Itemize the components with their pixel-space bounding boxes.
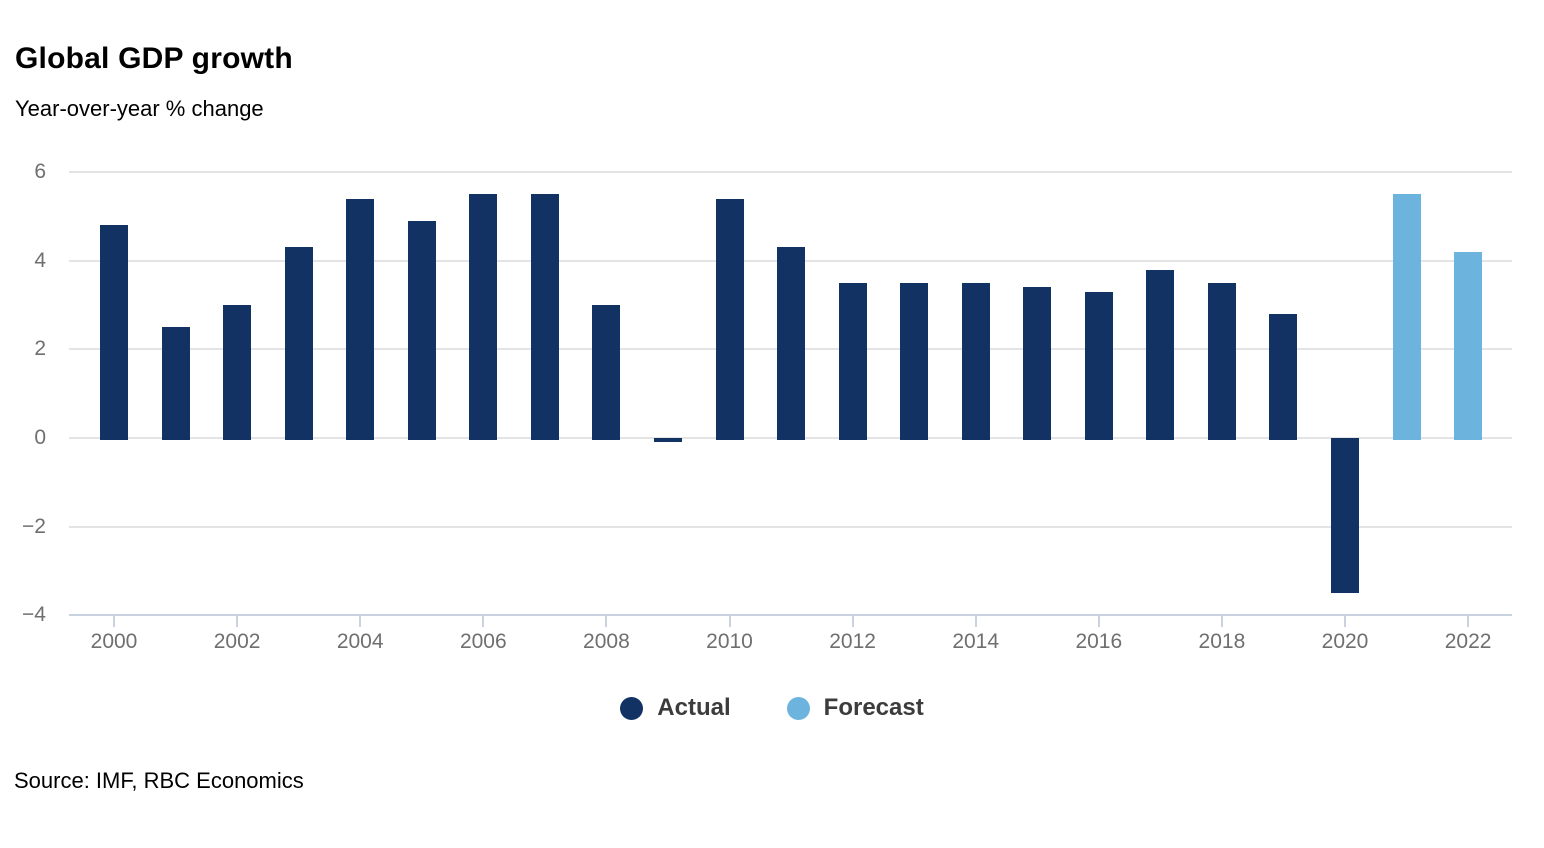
x-axis-tick — [1467, 616, 1470, 627]
bar-2013 — [900, 282, 929, 440]
bar-2016 — [1084, 291, 1113, 440]
bar-2018 — [1207, 282, 1236, 440]
source-note: Source: IMF, RBC Economics — [14, 768, 304, 793]
legend: Actual Forecast — [0, 694, 1544, 722]
x-axis-tick — [359, 616, 362, 627]
bar-2007 — [530, 194, 559, 440]
x-axis-label: 2006 — [459, 630, 507, 653]
legend-label-actual: Actual — [657, 694, 731, 721]
x-axis-label: 2020 — [1321, 630, 1369, 653]
bar-2001 — [161, 327, 190, 440]
bar-2006 — [469, 194, 498, 440]
x-axis-label: 2012 — [829, 630, 876, 653]
x-axis-label: 2014 — [952, 630, 1000, 653]
bar-2021 — [1392, 194, 1421, 440]
legend-swatch-actual-icon — [620, 696, 644, 720]
x-axis-label: 2022 — [1444, 630, 1492, 653]
x-axis-line — [69, 614, 1512, 616]
bar-2019 — [1269, 313, 1298, 440]
legend-item-forecast: Forecast — [786, 694, 924, 722]
x-axis-tick — [605, 616, 608, 627]
gridline — [69, 525, 1512, 528]
bar-2022 — [1454, 251, 1483, 440]
x-axis-tick — [1220, 616, 1223, 627]
x-axis-label: 2004 — [336, 630, 384, 653]
chart-title: Global GDP growth — [15, 42, 293, 75]
x-axis-label: 2010 — [706, 630, 753, 653]
x-axis-tick — [728, 616, 731, 627]
chart-subtitle: Year-over-year % change — [15, 96, 264, 121]
x-axis-tick — [236, 616, 239, 627]
x-axis-tick — [113, 616, 115, 627]
bar-2002 — [223, 305, 252, 440]
x-axis-label: 2000 — [90, 630, 138, 653]
x-axis-tick — [851, 616, 854, 627]
x-axis-tick — [1344, 616, 1346, 627]
x-axis-label: 2016 — [1075, 630, 1123, 653]
bar-2011 — [777, 247, 806, 440]
bar-2003 — [284, 247, 313, 440]
legend-label-forecast: Forecast — [823, 694, 924, 721]
gridline — [69, 171, 1512, 174]
bar-2020 — [1331, 438, 1359, 594]
legend-item-actual: Actual — [620, 694, 731, 722]
bar-2014 — [961, 282, 990, 440]
x-axis-label: 2002 — [213, 630, 261, 653]
y-axis-label: 4 — [34, 248, 46, 272]
y-axis-label: −4 — [22, 603, 46, 627]
bar-2000 — [100, 225, 128, 440]
y-axis-label: 0 — [34, 426, 46, 449]
bar-2015 — [1023, 287, 1052, 440]
x-axis-label: 2008 — [583, 630, 630, 653]
bar-2008 — [592, 305, 621, 440]
y-axis-label: −2 — [22, 514, 46, 538]
bar-2010 — [715, 198, 744, 440]
bar-2012 — [838, 282, 867, 440]
x-axis-tick — [974, 616, 977, 627]
x-axis-label: 2018 — [1198, 630, 1246, 653]
bar-2009 — [653, 438, 682, 443]
bar-2005 — [407, 220, 436, 440]
x-axis-tick — [1097, 616, 1100, 627]
bar-2004 — [346, 198, 375, 440]
y-axis-label: 6 — [34, 160, 46, 184]
legend-swatch-forecast-icon — [786, 696, 810, 720]
x-axis-tick — [482, 616, 485, 627]
bar-2017 — [1146, 269, 1175, 440]
y-axis-label: 2 — [34, 337, 46, 361]
